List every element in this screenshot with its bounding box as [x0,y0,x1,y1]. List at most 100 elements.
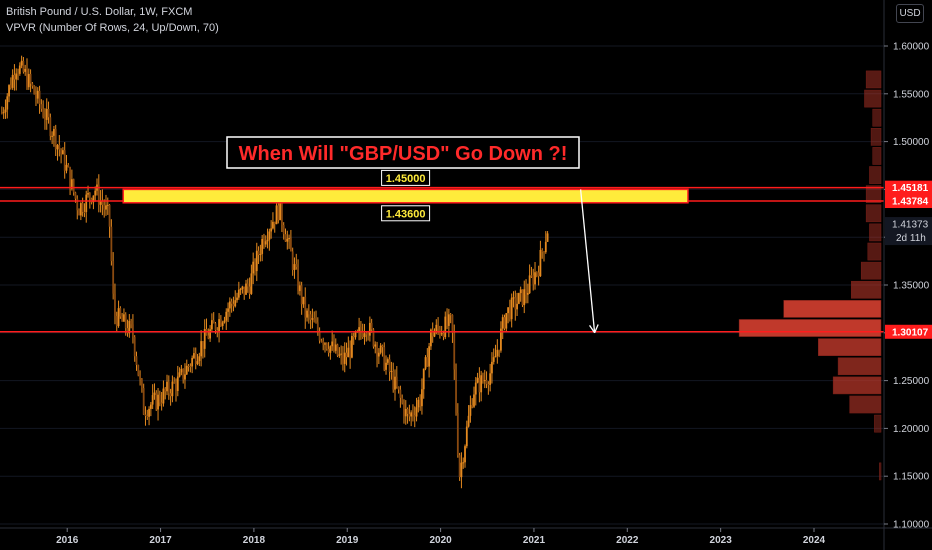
candle-body [128,320,131,334]
candle-body [263,238,265,245]
candle-body [325,343,328,349]
candle-body [343,352,346,364]
candle-body [530,275,533,277]
candle-body [517,293,520,304]
candle-body [298,285,301,292]
volume-bar [851,280,882,299]
resistance-zone[interactable]: 1.45000 1.43600 [122,169,689,222]
candle-body [151,395,154,405]
candle-body [501,317,504,329]
candle-body [516,303,518,310]
candle-body [482,375,484,382]
candle-body [11,74,14,88]
candle-body [13,74,16,80]
candle-body [392,371,395,390]
candle-body [374,344,377,347]
volume-bar [869,166,882,184]
candle-body [473,394,475,407]
y-tick-label: 1.15000 [893,472,930,483]
candle-body [54,129,57,150]
candle-body [119,308,122,317]
candle-body [485,379,488,385]
candle-body [370,322,373,330]
candle-body [451,315,454,333]
candle-body [474,382,477,395]
candle-body [333,341,335,351]
candle-body [526,292,529,295]
candle-body [465,426,468,447]
candle-body [29,73,32,84]
candle-body [268,231,271,240]
y-tick-label: 1.20000 [893,424,930,435]
candle-body [8,85,10,97]
candle-body [203,329,206,349]
candle-body [478,377,481,393]
candle-body [27,73,30,88]
candle-body [297,267,299,292]
candle-body [455,369,457,414]
candle-body [483,379,486,382]
candle-body [33,86,36,95]
candle-body [17,73,19,75]
candle-body [232,303,235,307]
candle-body [184,374,186,380]
candle-body [15,73,18,80]
candle-body [230,301,233,304]
candle-body [284,234,287,242]
candle-body [447,314,450,326]
annotation-text: When Will "GBP/USD" Go Down ?! [239,143,568,165]
currency-button[interactable]: USD [896,4,924,23]
candle-body [44,116,46,120]
x-tick-label: 2022 [616,535,639,546]
down-arrow[interactable] [579,189,599,334]
candle-body [126,328,129,334]
candle-body [248,286,251,294]
candle-body [53,129,55,136]
candle-body [426,357,429,367]
candle-body [257,250,260,255]
candle-body [365,333,368,335]
volume-bar [865,70,882,89]
candle-body [313,318,316,323]
y-tick-label: 1.50000 [893,137,930,148]
candle-body [70,179,73,189]
candle-body [31,83,34,87]
candle-body [286,238,289,242]
candle-body [250,273,253,294]
candle-body [453,332,456,370]
candle-body [446,316,448,326]
volume-bar [864,89,882,108]
arrow-shaft [579,189,596,333]
candle-body [0,112,3,114]
candle-body [266,239,269,242]
candle-body [85,194,88,212]
candle-body [114,293,116,316]
candle-body [225,311,228,321]
candle-body [49,117,52,137]
candle-body [221,322,224,326]
candle-body [92,195,95,203]
countdown-label: 2d 11h [896,233,926,244]
candle-body [166,381,168,392]
candle-body [74,192,77,199]
last-price-badge [885,217,932,246]
candle-body [505,313,508,329]
candle-body [78,210,80,216]
candle-body [72,179,75,193]
candle-body [4,109,7,113]
annotation-box[interactable]: When Will "GBP/USD" Go Down ?! [226,136,580,169]
candle-body [106,204,109,206]
candle-body [410,412,413,417]
arrow-head [594,324,599,334]
candle-body [342,353,344,364]
volume-bar [872,147,882,165]
candle-body [413,415,416,417]
x-tick-label: 2024 [803,535,826,546]
candle-body [20,60,23,66]
zone-top-label-box [381,169,431,186]
y-tick-label: 1.25000 [893,376,930,387]
zone-top-label: 1.45000 [386,173,426,185]
candle-body [487,384,490,386]
